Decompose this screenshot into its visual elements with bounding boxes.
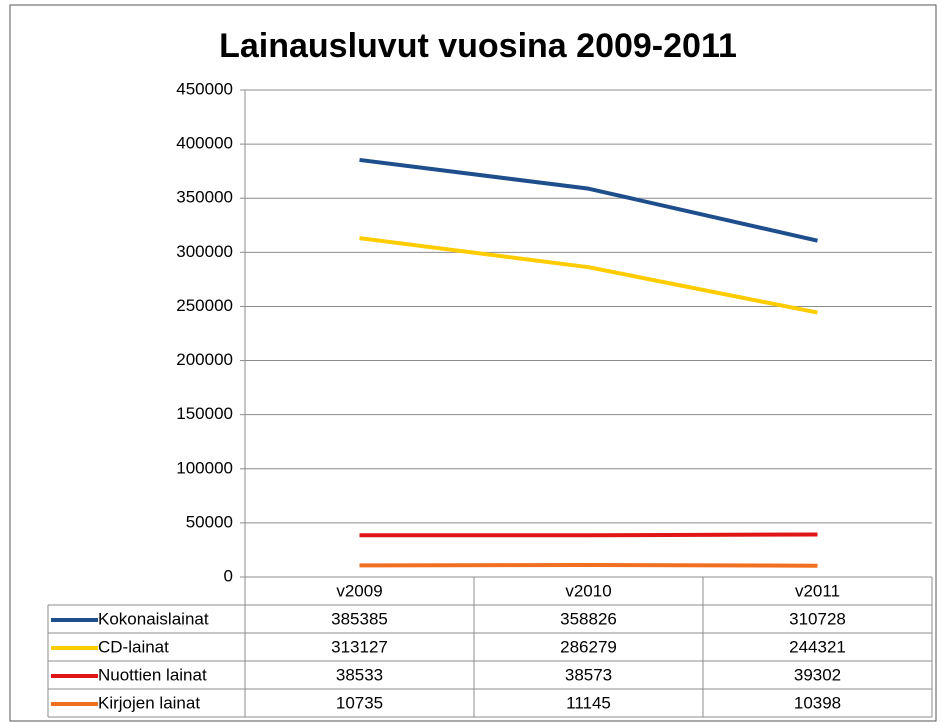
- legend-label: Kokonaislainat: [98, 609, 209, 628]
- table-value: 38533: [336, 665, 383, 684]
- table-value: 385385: [331, 609, 388, 628]
- table-value: 358826: [560, 609, 617, 628]
- series-line: [359, 236, 818, 315]
- y-tick-label: 300000: [176, 242, 233, 261]
- y-tick-label: 350000: [176, 188, 233, 207]
- series-line: [359, 157, 818, 243]
- chart-title: Lainausluvut vuosina 2009-2011: [219, 27, 737, 65]
- x-tick-label: v2011: [795, 581, 840, 600]
- table-value: 39302: [794, 665, 841, 684]
- table-value: 10735: [336, 693, 383, 712]
- y-tick-label: 250000: [176, 296, 233, 315]
- y-tick-label: 0: [224, 566, 233, 585]
- table-value: 286279: [560, 637, 617, 656]
- x-tick-label: v2010: [565, 581, 611, 600]
- y-tick-label: 50000: [186, 512, 233, 531]
- table-value: 11145: [566, 693, 611, 712]
- table-value: 313127: [331, 637, 388, 656]
- legend-label: Kirjojen lainat: [98, 693, 200, 712]
- y-tick-label: 150000: [176, 404, 233, 423]
- table-value: 38573: [565, 665, 612, 684]
- table-value: 10398: [794, 693, 841, 712]
- legend-label: CD-lainat: [98, 637, 169, 656]
- chart-border: [9, 4, 937, 722]
- y-tick-label: 100000: [176, 458, 233, 477]
- series-line: [359, 532, 818, 538]
- table-value: 244321: [789, 637, 846, 656]
- series-line: [359, 562, 818, 568]
- legend-label: Nuottien lainat: [98, 665, 207, 684]
- y-tick-label: 200000: [176, 350, 233, 369]
- x-tick-label: v2009: [336, 581, 382, 600]
- table-value: 310728: [789, 609, 846, 628]
- y-tick-label: 400000: [176, 134, 233, 153]
- y-tick-label: 450000: [176, 79, 233, 98]
